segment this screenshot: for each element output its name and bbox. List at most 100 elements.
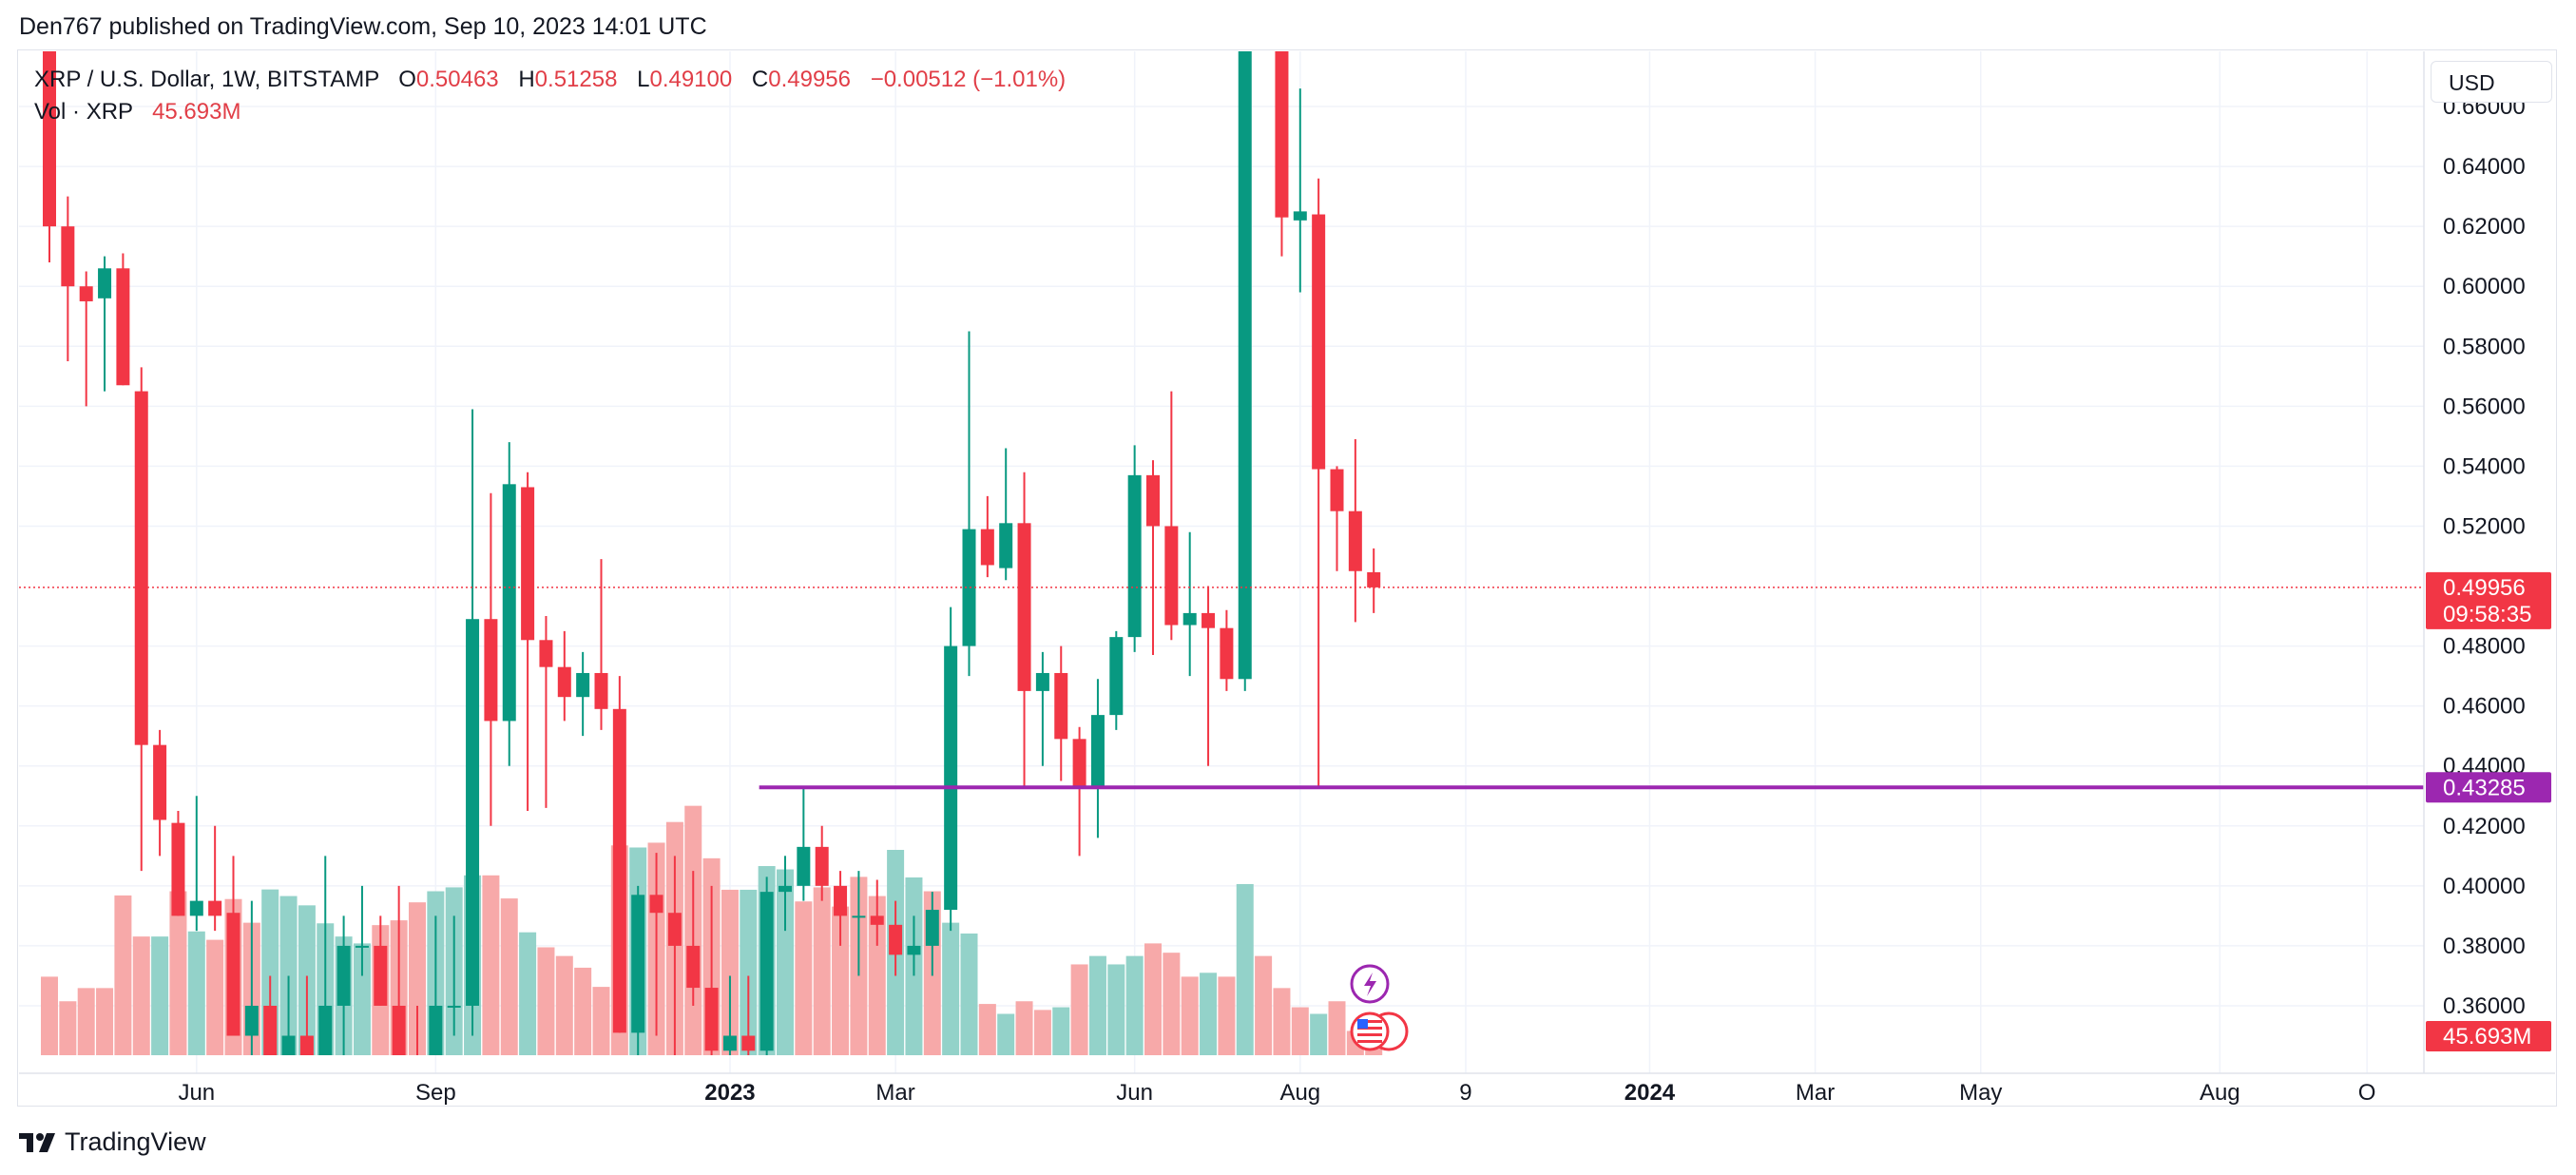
volume-bar: [740, 889, 758, 1055]
price-tick-label: 0.60000: [2443, 274, 2526, 299]
candle-body: [1275, 51, 1289, 218]
candle-body: [759, 892, 774, 1051]
price-tick-label: 0.38000: [2443, 934, 2526, 959]
candle-body: [98, 268, 112, 299]
candle-body: [944, 645, 958, 911]
candle-body: [336, 945, 351, 1006]
volume-bar: [574, 967, 592, 1055]
candle-body: [43, 51, 56, 227]
volume-bar: [1236, 883, 1254, 1055]
time-axis[interactable]: Jun Sep 2023 Mar Jun Aug 9 2024 Mar May Aug O: [19, 1072, 2555, 1106]
time-tick-label: Sep: [415, 1080, 456, 1106]
candle-body: [1220, 627, 1234, 680]
candle-body: [870, 915, 884, 925]
candle-body: [576, 672, 590, 698]
volume-bar: [721, 889, 739, 1055]
current-price-label: 0.49956: [2443, 575, 2526, 601]
volume-bar: [1328, 1001, 1346, 1055]
candle-body: [134, 391, 148, 745]
volume-bar: [1070, 964, 1088, 1055]
volume-bar: [777, 869, 794, 1055]
candle-body: [834, 885, 848, 916]
volume-bar: [1107, 964, 1125, 1055]
tradingview-logo[interactable]: TradingView: [19, 1125, 206, 1159]
candle-body: [318, 1005, 333, 1055]
candle-body: [1054, 672, 1068, 740]
flag-stripe: [1357, 1040, 1382, 1043]
volume-bar: [151, 936, 169, 1055]
us-flag-icon: [1350, 1011, 1390, 1051]
event-markers[interactable]: [1350, 964, 1409, 1051]
low-value: 0.49100: [649, 67, 733, 92]
candle-body: [171, 822, 185, 916]
price-tick-label: 0.48000: [2443, 634, 2526, 660]
time-tick-label: Mar: [875, 1080, 914, 1106]
volume-bar: [1200, 973, 1218, 1055]
time-tick-label: 2023: [704, 1080, 755, 1106]
candle-body: [429, 1005, 443, 1055]
volume-legend: Vol · XRP 45.693M: [34, 99, 254, 125]
low-label: L: [637, 67, 650, 92]
currency-button[interactable]: USD: [2431, 61, 2552, 103]
chart-frame: [17, 49, 2557, 1107]
volume-bar: [1273, 988, 1291, 1055]
volume-bar: [1218, 976, 1236, 1055]
candle-body: [741, 1035, 756, 1051]
price-tick-label: 0.52000: [2443, 513, 2526, 539]
candle-body: [907, 945, 921, 955]
open-label: O: [398, 67, 416, 92]
flag-stripe: [1357, 1020, 1382, 1023]
candle-body: [244, 1005, 259, 1036]
candle-group: [43, 51, 1381, 1055]
support-level-label: 0.43285: [2443, 775, 2526, 800]
price-axis[interactable]: 0.660000.640000.620000.600000.580000.560…: [2423, 51, 2551, 1073]
symbol-title[interactable]: XRP / U.S. Dollar, 1W, BITSTAMP: [34, 67, 380, 92]
candle-body: [466, 619, 480, 1006]
high-label: H: [518, 67, 535, 92]
flag-stripe: [1357, 1027, 1382, 1030]
candle-body: [299, 1035, 314, 1055]
lightning-icon: [1364, 973, 1376, 996]
open-value: 0.50463: [415, 67, 499, 92]
brand-name: TradingView: [65, 1127, 206, 1156]
candle-body: [374, 945, 388, 1006]
candle-body: [797, 846, 811, 886]
candle-body: [539, 640, 553, 667]
volume-bar: [96, 988, 114, 1055]
volume-bar: [1088, 955, 1106, 1055]
volume-bar: [206, 939, 224, 1055]
volume-bar: [1015, 1001, 1033, 1055]
time-tick-label: Mar: [1796, 1080, 1835, 1106]
price-tick-label: 0.42000: [2443, 814, 2526, 839]
candle-body: [281, 1035, 296, 1055]
volume-bar: [59, 1001, 77, 1055]
candle-body: [116, 268, 130, 386]
volume-label[interactable]: Vol · XRP: [34, 99, 134, 125]
volume-bar: [555, 955, 573, 1055]
volume-bar: [1033, 1010, 1051, 1055]
time-tick-label: O: [2358, 1080, 2376, 1106]
candle-body: [521, 487, 535, 641]
high-value: 0.51258: [534, 67, 618, 92]
price-tick-label: 0.40000: [2443, 874, 2526, 899]
price-tick-label: 0.36000: [2443, 993, 2526, 1019]
candles: [43, 51, 1381, 1055]
candle-body: [704, 988, 719, 1051]
candle-body: [1201, 612, 1216, 628]
price-tick-label: 0.46000: [2443, 694, 2526, 720]
change-value: −0.00512 (−1.01%): [870, 67, 1067, 92]
volume-bar: [795, 901, 813, 1055]
candle-body: [1109, 637, 1124, 716]
volume-bar: [77, 988, 95, 1055]
candle-body: [153, 744, 167, 820]
candle-body: [779, 885, 792, 893]
current-price-tag: [2426, 571, 2551, 629]
candle-body: [815, 846, 829, 886]
time-tick-label: Jun: [1116, 1080, 1153, 1106]
candle-body: [1293, 211, 1307, 221]
candle-body: [484, 619, 498, 722]
candle-body: [1017, 523, 1031, 691]
candle-body: [889, 924, 903, 955]
candle-body: [1146, 474, 1160, 527]
